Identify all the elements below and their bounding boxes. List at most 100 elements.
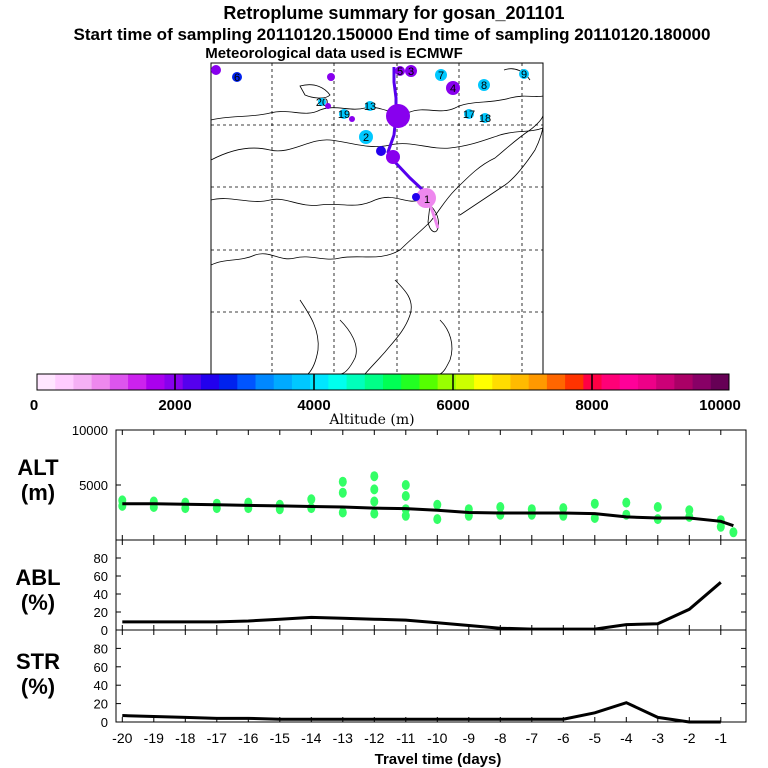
island-coast bbox=[439, 319, 453, 375]
x-tick-label: -13 bbox=[333, 730, 353, 746]
altitude-scatter-point bbox=[496, 509, 505, 520]
x-tick-label: -3 bbox=[652, 730, 665, 746]
altitude-scatter-point bbox=[307, 503, 316, 514]
colorbar-segment bbox=[200, 374, 220, 390]
x-tick-label: -20 bbox=[112, 730, 132, 746]
altitude-scatter-point bbox=[590, 513, 599, 523]
colorbar-segment bbox=[401, 374, 420, 390]
y-tick-label: 60 bbox=[94, 569, 108, 584]
altitude-scatter-point bbox=[338, 507, 347, 518]
cluster-marker-label: 19 bbox=[338, 109, 350, 121]
colorbar-segment bbox=[528, 374, 548, 390]
plume-cluster-circle bbox=[412, 193, 420, 201]
y-tick-label: 0 bbox=[101, 623, 108, 638]
cluster-marker-label: 17 bbox=[463, 109, 475, 121]
coastline bbox=[339, 319, 357, 375]
colorbar-segment bbox=[565, 374, 584, 390]
cluster-marker-label: 13 bbox=[364, 101, 376, 113]
cluster-marker-label: 8 bbox=[481, 80, 487, 92]
altitude-scatter-point bbox=[338, 476, 347, 487]
cluster-marker-label: 7 bbox=[438, 70, 444, 82]
altitude-scatter-point bbox=[653, 502, 662, 512]
altitude-scatter-point bbox=[370, 508, 379, 519]
x-axis-title: Travel time (days) bbox=[375, 751, 502, 768]
cluster-marker-label: 4 bbox=[450, 83, 456, 95]
met-data-line: Meteorological data used is ECMWF bbox=[205, 45, 463, 62]
colorbar-segment bbox=[291, 374, 311, 390]
x-tick-label: -14 bbox=[301, 730, 321, 746]
colorbar-segment bbox=[383, 374, 402, 390]
abl-series-line bbox=[122, 581, 722, 631]
cluster-marker bbox=[365, 101, 375, 111]
map-frame bbox=[210, 62, 544, 375]
str-unit: (%) bbox=[21, 674, 55, 699]
alt-unit: (m) bbox=[21, 480, 55, 505]
cluster-marker bbox=[349, 116, 355, 122]
colorbar-tick-label: 6000 bbox=[436, 397, 469, 414]
plume-cluster-circle bbox=[386, 104, 410, 128]
y-tick-label: 40 bbox=[94, 587, 108, 602]
x-tick-label: -4 bbox=[620, 730, 633, 746]
colorbar-segment bbox=[692, 374, 712, 390]
colorbar-segment bbox=[601, 374, 621, 390]
colorbar-segment bbox=[710, 374, 730, 390]
cluster-marker bbox=[435, 69, 447, 81]
x-tick-label: -5 bbox=[589, 730, 602, 746]
cluster-marker bbox=[480, 113, 490, 123]
abl-unit: (%) bbox=[21, 590, 55, 615]
trajectory-line bbox=[386, 67, 434, 206]
altitude-scatter-point bbox=[401, 491, 410, 501]
cluster-marker bbox=[519, 69, 529, 79]
x-tick-label: -19 bbox=[144, 730, 164, 746]
cluster-marker bbox=[325, 103, 331, 109]
colorbar-segment bbox=[310, 374, 329, 390]
border-line bbox=[210, 196, 421, 206]
colorbar-segment bbox=[492, 374, 511, 390]
colorbar-segment bbox=[419, 374, 439, 390]
alt-series-line bbox=[122, 502, 734, 528]
cluster-marker bbox=[359, 130, 373, 144]
colorbar-segment bbox=[237, 374, 257, 390]
cluster-marker-label: 6 bbox=[234, 72, 240, 84]
y-tick-label: 5000 bbox=[79, 478, 108, 493]
y-tick-label: 80 bbox=[94, 641, 108, 656]
cluster-marker bbox=[327, 73, 335, 81]
colorbar-axis-label: Altitude (m) bbox=[328, 412, 414, 428]
x-tick-label: -7 bbox=[526, 730, 539, 746]
altitude-scatter-point bbox=[729, 527, 738, 538]
colorbar-segment bbox=[146, 374, 165, 390]
colorbar-segment bbox=[91, 374, 111, 390]
colorbar-tick-label: 4000 bbox=[297, 397, 330, 414]
altitude-scatter-point bbox=[433, 499, 442, 510]
colorbar-tick-label: 10000 bbox=[699, 397, 741, 414]
colorbar-segment bbox=[656, 374, 675, 390]
altitude-scatter-point bbox=[433, 514, 442, 525]
str-label: STR bbox=[16, 649, 60, 674]
x-tick-label: -18 bbox=[175, 730, 195, 746]
y-tick-label: 20 bbox=[94, 697, 108, 712]
colorbar-segment bbox=[510, 374, 530, 390]
x-tick-label: -8 bbox=[494, 730, 507, 746]
cluster-marker bbox=[395, 66, 405, 76]
map-grid bbox=[211, 63, 543, 374]
coastline bbox=[503, 68, 531, 81]
x-tick-label: -11 bbox=[396, 730, 415, 746]
colorbar-segment bbox=[219, 374, 238, 390]
altitude-scatter-point bbox=[307, 494, 316, 505]
y-tick-label: 60 bbox=[94, 660, 108, 675]
colorbar-segment bbox=[182, 374, 202, 390]
altitude-scatter-point bbox=[370, 471, 379, 482]
altitude-scatter-point bbox=[370, 484, 379, 495]
colorbar-segment bbox=[474, 374, 493, 390]
y-tick-label: 80 bbox=[94, 551, 108, 566]
cluster-marker bbox=[211, 65, 221, 75]
colorbar-tick-label: 0 bbox=[30, 397, 38, 414]
y-tick-label: 10000 bbox=[72, 423, 108, 438]
cluster-marker bbox=[446, 81, 460, 95]
altitude-scatter-point bbox=[370, 496, 379, 507]
alt-label: ALT bbox=[17, 455, 59, 480]
x-tick-label: -6 bbox=[557, 730, 570, 746]
